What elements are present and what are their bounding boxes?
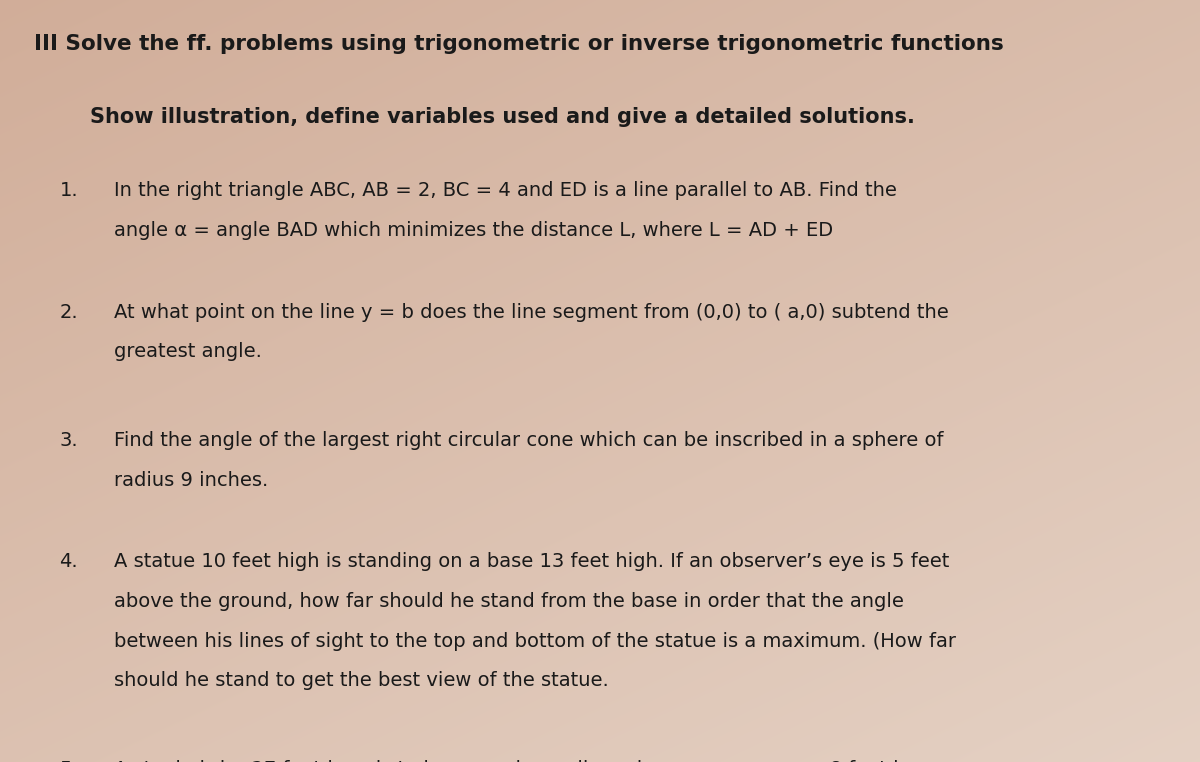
- Text: 4.: 4.: [59, 552, 78, 572]
- Text: 5.: 5.: [59, 760, 78, 762]
- Text: between his lines of sight to the top and bottom of the statue is a maximum. (Ho: between his lines of sight to the top an…: [114, 632, 956, 651]
- Text: 3.: 3.: [59, 431, 78, 450]
- Text: should he stand to get the best view of the statue.: should he stand to get the best view of …: [114, 671, 608, 690]
- Text: A statue 10 feet high is standing on a base 13 feet high. If an observer’s eye i: A statue 10 feet high is standing on a b…: [114, 552, 949, 572]
- Text: 2.: 2.: [59, 303, 78, 322]
- Text: radius 9 inches.: radius 9 inches.: [114, 471, 269, 490]
- Text: above the ground, how far should he stand from the base in order that the angle: above the ground, how far should he stan…: [114, 592, 904, 611]
- Text: greatest angle.: greatest angle.: [114, 342, 262, 361]
- Text: angle α = angle BAD which minimizes the distance L, where L = AD + ED: angle α = angle BAD which minimizes the …: [114, 221, 833, 240]
- Text: 1.: 1.: [59, 181, 78, 200]
- Text: In the right triangle ABC, AB = 2, BC = 4 and ED is a line parallel to AB. Find : In the right triangle ABC, AB = 2, BC = …: [114, 181, 896, 200]
- Text: Find the angle of the largest right circular cone which can be inscribed in a sp: Find the angle of the largest right circ…: [114, 431, 943, 450]
- Text: At what point on the line y = b does the line segment from (0,0) to ( a,0) subte: At what point on the line y = b does the…: [114, 303, 949, 322]
- Text: A steel girder 27 feet long is to be moved on rollers along a passageway 8 feet : A steel girder 27 feet long is to be mov…: [114, 760, 911, 762]
- Text: III Solve the ff. problems using trigonometric or inverse trigonometric function: III Solve the ff. problems using trigono…: [34, 34, 1003, 54]
- Text: Show illustration, define variables used and give a detailed solutions.: Show illustration, define variables used…: [90, 107, 914, 126]
